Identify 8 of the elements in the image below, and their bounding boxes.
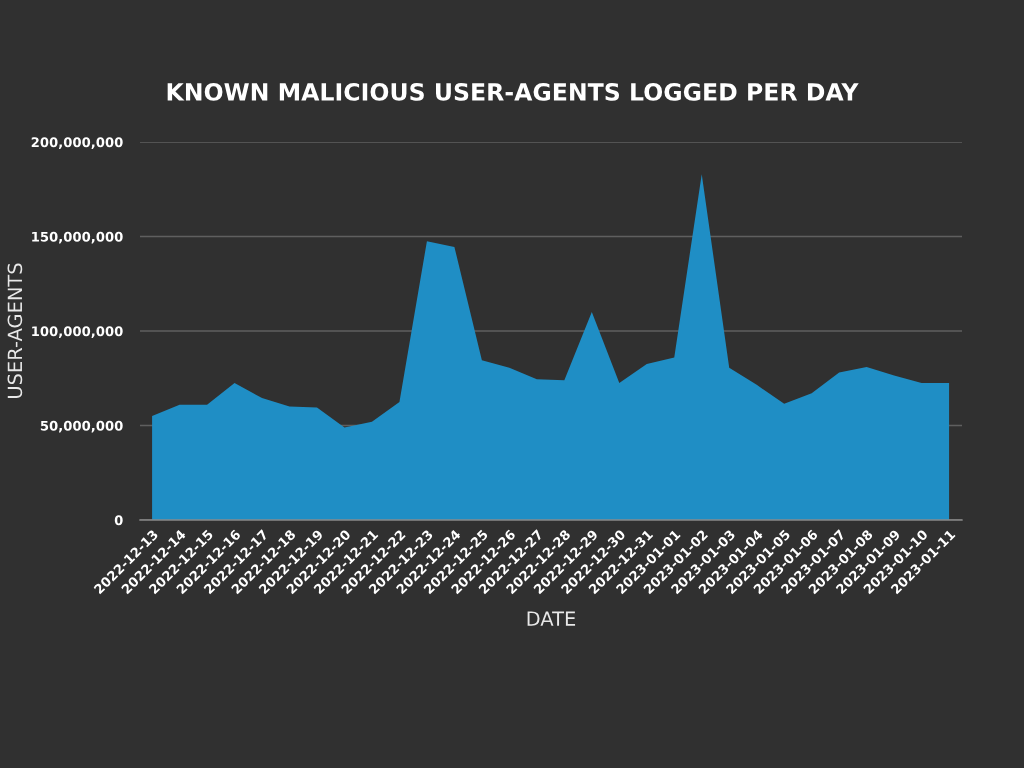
y-axis-title: USER-AGENTS: [7, 263, 23, 398]
x-axis-title: DATE: [527, 611, 576, 626]
y-tick-label: 200,000,000: [31, 137, 123, 149]
y-tick-label: 0: [114, 515, 123, 526]
y-tick-label: 150,000,000: [32, 231, 123, 244]
chart-title: KNOWN MALICIOUS USER-AGENTS LOGGED PER DAY: [167, 82, 859, 101]
y-tick-label: 50,000,000: [40, 420, 123, 433]
y-tick-label: 100,000,000: [32, 326, 123, 338]
